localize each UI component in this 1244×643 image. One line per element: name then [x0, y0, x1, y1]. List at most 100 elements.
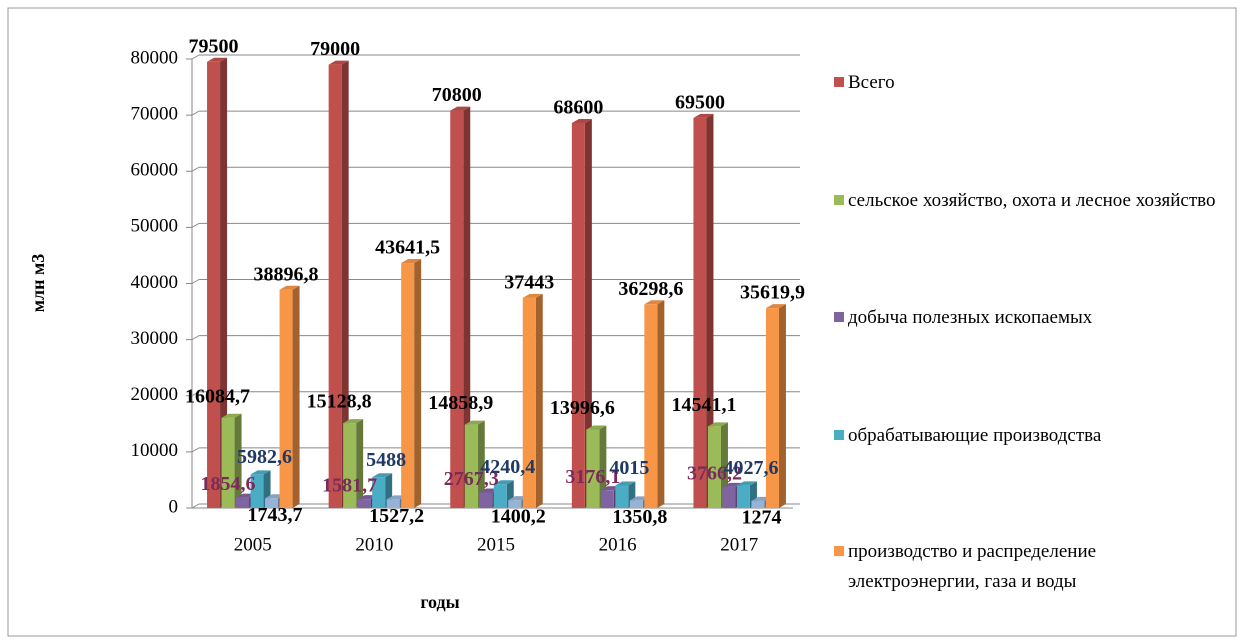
- data-label: 1527,2: [369, 505, 424, 527]
- bar: [615, 485, 629, 508]
- bar-side: [599, 425, 607, 508]
- data-label: 14541,1: [671, 394, 736, 416]
- legend-label: Всего: [848, 72, 895, 93]
- x-tick-label: 2017: [720, 534, 758, 555]
- bar: [751, 500, 765, 508]
- bar-top: [221, 413, 242, 418]
- data-label: 13996,6: [550, 397, 615, 419]
- bar-side: [778, 304, 786, 508]
- legend-item: Всего: [834, 68, 1220, 98]
- legend-item: добыча полезных ископаемых: [834, 303, 1220, 333]
- data-label: 14858,9: [428, 392, 493, 414]
- legend-item: сельское хозяйство, охота и лесное хозяй…: [834, 186, 1220, 216]
- bar: [707, 426, 721, 508]
- y-tick-label: 80000: [131, 47, 179, 68]
- data-label: 1350,8: [612, 506, 667, 528]
- legend-label: добыча полезных ископаемых: [848, 307, 1093, 328]
- bar-top: [707, 422, 728, 427]
- data-label: 3176,1: [565, 466, 620, 488]
- bar: [357, 499, 371, 508]
- bar-side: [292, 285, 300, 508]
- data-label: 4027,6: [723, 457, 778, 479]
- data-label: 38896,8: [254, 263, 319, 285]
- bar: [765, 308, 779, 508]
- data-label: 1274: [741, 506, 781, 528]
- bar: [736, 485, 750, 508]
- data-label: 5488: [366, 449, 406, 471]
- bar: [343, 423, 357, 508]
- data-label: 43641,5: [375, 237, 440, 259]
- bar-top: [586, 425, 607, 430]
- bar-side: [657, 300, 665, 508]
- data-label: 1854,6: [201, 473, 256, 495]
- bar-top: [736, 481, 757, 486]
- data-label: 37443: [504, 271, 554, 293]
- x-tick-label: 2016: [599, 534, 637, 555]
- bar-top: [279, 285, 300, 290]
- bar: [479, 492, 493, 508]
- legend-swatch: [834, 195, 844, 205]
- bar: [386, 499, 400, 508]
- data-label: 70800: [432, 84, 482, 106]
- x-tick-label: 2010: [355, 534, 393, 555]
- bar-side: [477, 420, 485, 508]
- bar-top: [722, 482, 743, 487]
- data-label: 68600: [553, 97, 603, 119]
- data-label: 35619,9: [740, 282, 805, 304]
- data-label: 2767,3: [444, 468, 499, 490]
- bar: [265, 498, 279, 508]
- bar-top: [615, 481, 636, 486]
- data-label: 79000: [310, 38, 360, 60]
- bar-top: [372, 473, 393, 478]
- bar: [207, 61, 221, 509]
- bar: [401, 263, 415, 508]
- bar-side: [220, 57, 228, 509]
- bar: [571, 122, 585, 509]
- bar-top: [207, 57, 228, 62]
- bar-top: [644, 300, 665, 305]
- data-label: 16084,7: [185, 385, 250, 407]
- bar: [644, 304, 658, 508]
- bar-side: [706, 113, 714, 509]
- legend-swatch: [834, 312, 844, 322]
- legend-item: обрабатывающие производства: [834, 421, 1220, 451]
- legend-swatch: [834, 77, 844, 87]
- grid-line: [191, 335, 200, 341]
- data-label: 4240,4: [480, 456, 535, 478]
- data-label: 69500: [675, 92, 725, 114]
- y-tick-label: 30000: [131, 328, 179, 349]
- bar: [600, 490, 614, 508]
- bar-top: [450, 106, 471, 111]
- data-label: 5982,6: [237, 446, 292, 468]
- bar-top: [522, 293, 543, 298]
- bar-top: [464, 420, 485, 425]
- bar-top: [765, 304, 786, 309]
- legend-label: сельское хозяйство, охота и лесное хозяй…: [848, 190, 1216, 211]
- grid-line: [191, 110, 200, 116]
- data-label: 3766,2: [687, 462, 742, 484]
- y-axis-title: млн м3: [28, 254, 48, 313]
- y-tick-label: 50000: [131, 216, 179, 237]
- bar: [464, 424, 478, 508]
- bar: [279, 289, 293, 508]
- grid-line: [191, 54, 200, 60]
- bar: [493, 484, 507, 508]
- bar-top: [571, 118, 592, 123]
- x-axis-title: годы: [420, 592, 459, 612]
- bar: [693, 117, 707, 509]
- data-label: 4015: [609, 457, 649, 479]
- bar-side: [463, 106, 471, 508]
- bar: [722, 486, 736, 508]
- legend-swatch: [834, 546, 844, 556]
- bar-side: [234, 413, 242, 508]
- bar-top: [493, 480, 514, 485]
- data-label: 15128,8: [307, 391, 372, 413]
- y-tick-label: 40000: [131, 272, 179, 293]
- bar: [629, 500, 643, 508]
- bar: [450, 110, 464, 508]
- bar: [328, 64, 342, 509]
- bar: [236, 497, 250, 508]
- chart-border: [7, 7, 1237, 637]
